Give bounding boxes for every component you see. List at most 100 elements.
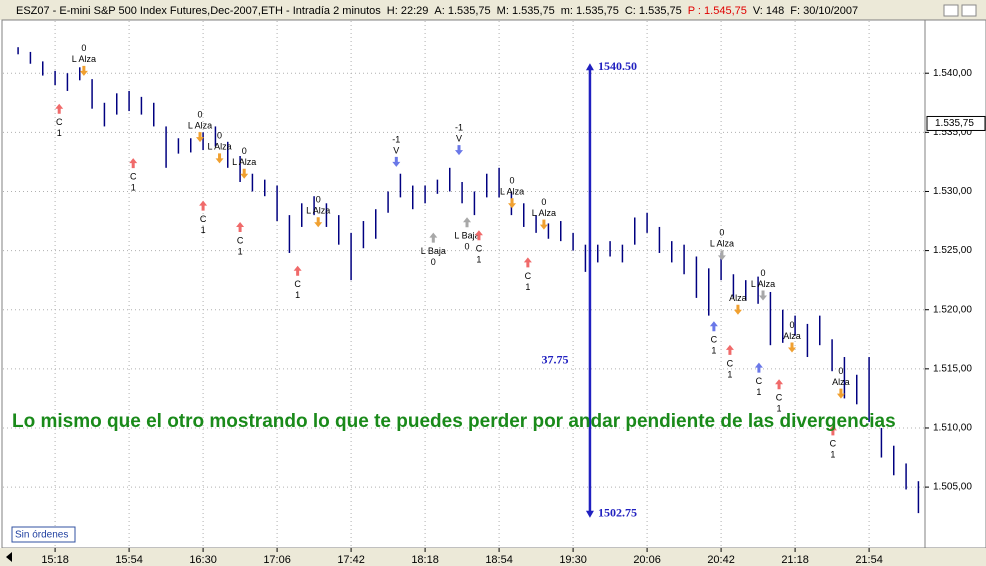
signal-arrow	[429, 232, 438, 243]
close-button[interactable]	[961, 4, 977, 17]
signal-label: L Alza	[188, 120, 212, 130]
signal-arrow	[55, 103, 64, 114]
signal-label: L Alza	[532, 208, 556, 218]
y-tick-label: 1.515,00	[933, 363, 972, 374]
signal-label: L Alza	[306, 206, 330, 216]
signal-arrow	[788, 342, 797, 353]
signal-label: L Baja	[421, 246, 446, 256]
signal-label: L Baja	[454, 231, 479, 241]
signal-label: 0	[465, 242, 470, 252]
header-part: F: 30/10/2007	[790, 5, 858, 17]
x-tick-label: 18:18	[411, 554, 439, 566]
signal-label: C	[130, 171, 137, 181]
signal-arrow	[463, 217, 472, 228]
status-box	[11, 526, 76, 543]
signal-label: -1	[455, 122, 463, 132]
signal-arrow	[508, 198, 517, 209]
status: Sin órdenes	[15, 530, 68, 541]
measure-bottom-label: 1502.75	[598, 505, 637, 519]
signal-label: 0	[510, 176, 515, 186]
signal-arrow	[523, 257, 532, 268]
measure-diff-label: 37.75	[541, 352, 568, 366]
signal-label: Alza	[783, 331, 801, 341]
signal-arrow	[474, 230, 483, 241]
signal-label: 1	[201, 225, 206, 235]
signal-label: C	[237, 235, 244, 245]
x-tick-label: 21:54	[855, 554, 883, 566]
header-part: ESZ07 - E-mini S&P 500 Index Futures,Dec…	[16, 5, 381, 17]
header-part: P : 1.545,75	[688, 5, 747, 17]
y-tick-label: 1.505,00	[933, 482, 972, 493]
signal-label: 0	[541, 197, 546, 207]
signal-arrow	[717, 250, 726, 261]
y-tick-label: 1.530,00	[933, 186, 972, 197]
header-part: M: 1.535,75	[497, 5, 555, 17]
signal-label: 0	[838, 366, 843, 376]
signal-label: 1	[756, 387, 761, 397]
x-tick-label: 15:18	[41, 554, 69, 566]
signal-label: 1	[476, 255, 481, 265]
measure-cap	[585, 510, 594, 518]
signal-label: 1	[525, 282, 530, 292]
x-tick-label: 20:42	[707, 554, 735, 566]
y-tick-label: 1.540,00	[933, 68, 972, 79]
signal-arrow	[392, 156, 401, 167]
y-tick-label: 1.535,00	[933, 127, 972, 138]
signal-arrow	[129, 158, 138, 169]
signal-arrow	[293, 265, 302, 276]
x-tick-label: 18:54	[485, 554, 513, 566]
plot-area	[1, 19, 926, 549]
signal-arrow	[455, 145, 464, 156]
signal-arrow	[199, 200, 208, 211]
signal-arrow	[836, 388, 845, 399]
signal-label: C	[525, 271, 532, 281]
scroll-left[interactable]	[6, 552, 12, 562]
signal-label: L Alza	[232, 157, 256, 167]
signal-arrow	[725, 344, 734, 355]
signal-arrow	[215, 153, 224, 164]
signal-label: 1	[711, 346, 716, 356]
signal-arrow	[196, 132, 205, 143]
signal-label: 1	[57, 128, 62, 138]
signal-label: L Alza	[207, 142, 231, 152]
signal-label: 0	[197, 109, 202, 119]
signal-label: 0	[316, 195, 321, 205]
signal-arrow	[759, 290, 768, 301]
header-part: m: 1.535,75	[561, 5, 619, 17]
measure-top-label: 1540.50	[598, 59, 637, 73]
signal-arrow	[754, 362, 763, 373]
signal-label: C	[727, 358, 734, 368]
y-tick-label: 1.520,00	[933, 304, 972, 315]
y-axis-area	[924, 19, 986, 549]
signal-label: Alza	[832, 377, 850, 387]
annotation: Lo mismo que el otro mostrando lo que te…	[12, 411, 896, 432]
x-axis-area	[0, 548, 986, 566]
signal-label: 0	[81, 43, 86, 53]
header-part: V: 148	[753, 5, 784, 17]
signal-label: 0	[217, 131, 222, 141]
signal-label: C	[476, 244, 483, 254]
title-bar	[0, 0, 986, 20]
signal-arrow	[709, 321, 718, 332]
signal-label: 0	[789, 320, 794, 330]
signal-arrow	[733, 304, 742, 315]
signal-label: C	[56, 117, 63, 127]
signal-label: C	[756, 376, 763, 386]
signal-label: 0	[431, 257, 436, 267]
signal-label: C	[294, 279, 301, 289]
last-price-label: 1.535,75	[935, 118, 974, 129]
last-price-box	[926, 115, 986, 131]
signal-arrow	[775, 379, 784, 390]
signal-arrow	[539, 219, 548, 230]
signal-label: C	[830, 439, 837, 449]
measure-cap	[585, 63, 594, 71]
minimize-button[interactable]	[943, 4, 959, 17]
y-tick-label: 1.510,00	[933, 423, 972, 434]
signal-arrow	[79, 65, 88, 76]
signal-arrow	[236, 221, 245, 232]
x-tick-label: 17:42	[337, 554, 365, 566]
signal-label: 0	[242, 146, 247, 156]
y-tick-label: 1.525,00	[933, 245, 972, 256]
signal-label: 1	[727, 369, 732, 379]
